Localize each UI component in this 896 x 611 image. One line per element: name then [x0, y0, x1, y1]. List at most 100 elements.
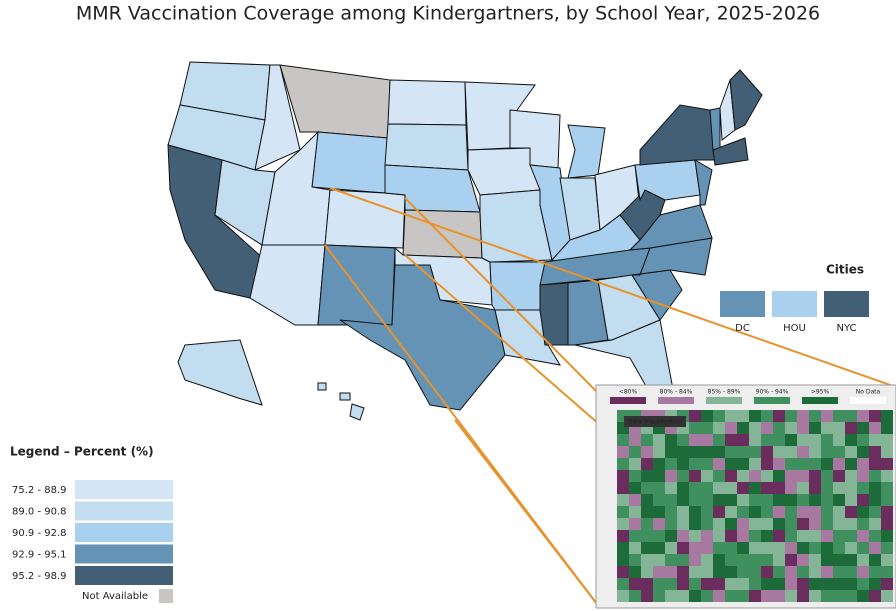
inset-cell — [725, 434, 737, 446]
inset-cell — [785, 410, 797, 422]
inset-cell — [725, 470, 737, 482]
inset-cell — [701, 494, 713, 506]
inset-cell — [689, 542, 701, 554]
inset-cell — [665, 434, 677, 446]
inset-cell — [653, 530, 665, 542]
inset-cell — [713, 506, 725, 518]
inset-cell — [761, 590, 773, 602]
city-swatch — [720, 291, 765, 317]
inset-cell — [653, 518, 665, 530]
inset-cell — [677, 470, 689, 482]
inset-legend-label: 80% - 84% — [660, 389, 693, 396]
inset-legend-label: >95% — [811, 389, 830, 396]
inset-cell — [689, 434, 701, 446]
inset-cell — [653, 458, 665, 470]
callout-lines — [324, 187, 894, 605]
inset-cell — [701, 422, 713, 434]
inset-cell — [821, 446, 833, 458]
state — [317, 382, 327, 391]
inset-cell — [653, 494, 665, 506]
inset-cell — [857, 422, 869, 434]
inset-cell — [785, 578, 797, 590]
inset-cell — [725, 458, 737, 470]
inset-cell — [713, 458, 725, 470]
inset-cell — [677, 434, 689, 446]
inset-cell — [701, 470, 713, 482]
inset-cell — [773, 482, 785, 494]
state — [539, 282, 569, 346]
inset-cell — [881, 470, 893, 482]
inset-cell — [773, 542, 785, 554]
legend-swatch — [75, 501, 173, 521]
callout-line — [454, 419, 598, 605]
inset-cell — [665, 470, 677, 482]
inset-cell — [689, 506, 701, 518]
inset-cell — [725, 554, 737, 566]
inset-cell — [641, 566, 653, 578]
inset-legend-label: 90% - 94% — [756, 389, 789, 396]
inset-cell — [665, 566, 677, 578]
inset-cell — [881, 578, 893, 590]
inset-cell — [701, 590, 713, 602]
inset-cell — [641, 458, 653, 470]
inset-cell — [857, 494, 869, 506]
inset-cell — [797, 554, 809, 566]
cities-title: Cities — [826, 263, 864, 277]
inset-cell — [821, 482, 833, 494]
inset-cell — [797, 566, 809, 578]
inset-cell — [785, 542, 797, 554]
inset-cell — [617, 446, 629, 458]
inset-cell — [761, 458, 773, 470]
inset-cell — [761, 554, 773, 566]
inset-cell — [869, 554, 881, 566]
inset-cell — [677, 518, 689, 530]
inset-cell — [701, 410, 713, 422]
inset-cell — [749, 590, 761, 602]
inset-cell — [833, 542, 845, 554]
inset-cell — [845, 554, 857, 566]
inset-cell — [629, 482, 641, 494]
inset-cell — [845, 566, 857, 578]
inset-cell — [773, 518, 785, 530]
inset-cell — [785, 458, 797, 470]
state — [639, 104, 716, 166]
inset-cell — [689, 446, 701, 458]
inset-cell — [785, 530, 797, 542]
inset-cell — [665, 458, 677, 470]
inset-cell — [869, 494, 881, 506]
inset-cell — [689, 554, 701, 566]
inset-cell — [869, 446, 881, 458]
inset-cell — [617, 494, 629, 506]
state — [489, 261, 546, 311]
state — [324, 189, 406, 249]
inset-cell — [857, 542, 869, 554]
inset-cell — [629, 434, 641, 446]
inset-cell — [809, 446, 821, 458]
inset-cell — [773, 494, 785, 506]
inset-cell — [713, 530, 725, 542]
inset-cell — [653, 554, 665, 566]
inset-cell — [629, 530, 641, 542]
inset-cell — [797, 446, 809, 458]
inset-cell — [797, 434, 809, 446]
inset-cell — [737, 566, 749, 578]
inset-cell — [869, 482, 881, 494]
inset-cell — [773, 554, 785, 566]
inset-cell — [845, 506, 857, 518]
inset-cell — [845, 518, 857, 530]
inset-cell — [701, 530, 713, 542]
inset-cell — [761, 470, 773, 482]
inset-cell — [725, 518, 737, 530]
inset-cell — [653, 446, 665, 458]
legend-label: 95.2 - 98.9 — [12, 571, 67, 582]
inset-cell — [809, 470, 821, 482]
inset-cell — [821, 530, 833, 542]
inset-cell — [833, 458, 845, 470]
inset-cell — [689, 470, 701, 482]
inset-cell — [881, 554, 893, 566]
inset-cell — [845, 422, 857, 434]
inset-cell — [749, 542, 761, 554]
state — [254, 64, 301, 171]
inset-cell — [665, 554, 677, 566]
inset-cell — [665, 446, 677, 458]
